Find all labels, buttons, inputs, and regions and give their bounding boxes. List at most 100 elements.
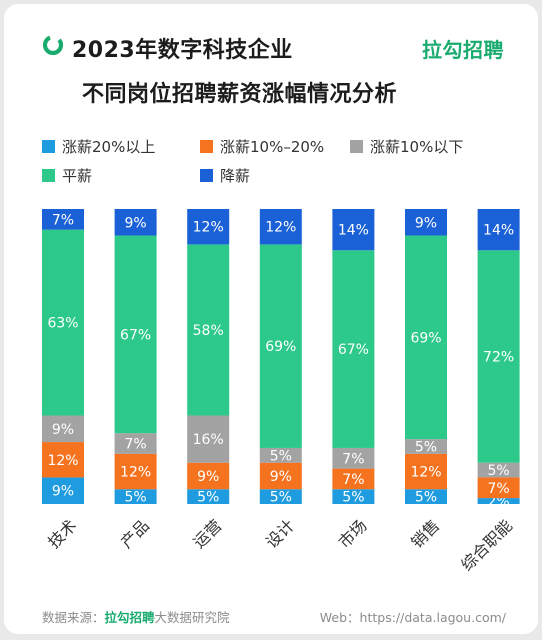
bar-segment bbox=[42, 209, 84, 230]
web-url: https://data.lagou.com/ bbox=[359, 610, 506, 625]
data-label: 63% bbox=[47, 316, 78, 332]
x-tick-label: 设计 bbox=[262, 516, 298, 552]
bar-segment bbox=[114, 489, 157, 504]
data-label: 5% bbox=[270, 448, 292, 464]
data-label: 12% bbox=[410, 465, 441, 481]
bar-segment bbox=[42, 415, 84, 443]
legend-label: 涨薪10%–20% bbox=[220, 138, 325, 156]
data-label: 5% bbox=[487, 463, 509, 479]
bar-segment bbox=[259, 489, 302, 504]
chart-title-line1: 2023年数字科技企业 bbox=[72, 38, 293, 63]
legend-item-raise-under-10: 涨薪10%以下 bbox=[350, 136, 463, 157]
data-label: 12% bbox=[265, 220, 296, 236]
data-label: 5% bbox=[270, 490, 292, 506]
bar-segment bbox=[187, 415, 230, 463]
data-label: 12% bbox=[193, 220, 224, 236]
data-label: 12% bbox=[120, 465, 151, 481]
x-tick-label: 技术 bbox=[44, 516, 80, 552]
bar-segment bbox=[42, 477, 84, 504]
data-label: 12% bbox=[47, 453, 78, 469]
data-label: 67% bbox=[120, 327, 151, 343]
legend-swatch bbox=[42, 169, 55, 182]
legend-swatch bbox=[200, 140, 213, 153]
bar-segment bbox=[42, 442, 84, 478]
x-tick-label: 销售 bbox=[407, 516, 443, 552]
data-label: 5% bbox=[415, 439, 437, 455]
bar-segment bbox=[332, 468, 375, 490]
bar-segment bbox=[187, 489, 230, 504]
legend-label: 涨薪10%以下 bbox=[370, 138, 464, 156]
data-label: 7% bbox=[124, 437, 146, 453]
data-label: 5% bbox=[124, 490, 146, 506]
data-source-brand: 拉勾招聘 bbox=[104, 610, 155, 625]
x-tick-label: 运营 bbox=[189, 516, 225, 552]
legend-label: 涨薪20%以上 bbox=[62, 138, 156, 156]
data-label: 7% bbox=[52, 212, 74, 228]
legend-item-flat: 平薪 bbox=[42, 165, 92, 186]
bar-segment bbox=[405, 453, 447, 490]
data-label: 72% bbox=[483, 350, 514, 366]
bar-segment bbox=[259, 244, 302, 448]
data-label: 14% bbox=[338, 223, 369, 239]
data-label: 7% bbox=[342, 451, 364, 467]
bar-segment bbox=[187, 462, 230, 490]
data-label: 5% bbox=[415, 490, 437, 506]
data-label: 69% bbox=[410, 330, 441, 346]
card: 2023年数字科技企业 不同岗位招聘薪资涨幅情况分析 拉勾招聘 涨薪20%以上 … bbox=[4, 4, 538, 634]
legend-swatch bbox=[200, 169, 213, 182]
data-label: 7% bbox=[487, 481, 509, 497]
data-label: 5% bbox=[197, 490, 219, 506]
bar-segment bbox=[187, 209, 230, 245]
legend-swatch bbox=[42, 140, 55, 153]
data-label: 9% bbox=[270, 469, 292, 485]
x-tick-label: 综合职能 bbox=[457, 516, 516, 575]
bar-segment bbox=[405, 209, 447, 236]
bar-segment bbox=[477, 209, 520, 251]
data-label: 5% bbox=[342, 490, 364, 506]
bar-segment bbox=[114, 433, 157, 454]
data-source: 数据来源：拉勾招聘大数据研究院 bbox=[42, 607, 230, 626]
web-address: Web：https://data.lagou.com/ bbox=[320, 607, 506, 626]
data-label: 7% bbox=[342, 472, 364, 488]
data-label: 9% bbox=[124, 215, 146, 231]
data-source-prefix: 数据来源： bbox=[42, 610, 105, 625]
legend-swatch bbox=[350, 140, 363, 153]
bar-segment bbox=[405, 439, 447, 454]
web-label: Web： bbox=[319, 610, 360, 625]
x-tick-label: 市场 bbox=[335, 516, 371, 552]
bar-segment bbox=[332, 489, 375, 504]
data-label: 16% bbox=[193, 432, 224, 448]
bar-segment bbox=[332, 250, 375, 448]
stacked-bar-chart: 9% 12% 9% 63% 7% 技术 5% 12% 7% 67% 9% 产品 5% 9% 16% 58% 12… bbox=[42, 209, 520, 575]
data-label: 9% bbox=[197, 469, 219, 485]
bar-segment bbox=[114, 209, 157, 236]
data-source-suffix: 大数据研究院 bbox=[154, 610, 230, 625]
bar-segment bbox=[405, 235, 447, 440]
data-label: 9% bbox=[52, 484, 74, 500]
bar-segment bbox=[114, 235, 157, 434]
data-label: 9% bbox=[415, 215, 437, 231]
legend-label: 降薪 bbox=[220, 167, 251, 185]
bar-segment bbox=[114, 453, 157, 490]
bar-segment bbox=[259, 462, 302, 490]
header: 2023年数字科技企业 不同岗位招聘薪资涨幅情况分析 拉勾招聘 bbox=[4, 4, 538, 114]
bar-segment bbox=[42, 229, 84, 416]
bar-segment bbox=[332, 447, 375, 469]
bar-segment bbox=[259, 447, 302, 463]
data-label: 58% bbox=[193, 323, 224, 339]
lagou-logo-icon bbox=[42, 34, 64, 56]
legend-item-raise-20-plus: 涨薪20%以上 bbox=[42, 136, 155, 157]
bar-segment bbox=[477, 498, 520, 504]
x-tick-label: 产品 bbox=[117, 516, 153, 552]
legend-item-raise-10-20: 涨薪10%–20% bbox=[200, 136, 324, 157]
bar-segment bbox=[477, 250, 520, 463]
chart-title-line2: 不同岗位招聘薪资涨幅情况分析 bbox=[82, 82, 398, 107]
bar-segment bbox=[477, 477, 520, 499]
bar-segment bbox=[259, 209, 302, 245]
data-label: 9% bbox=[52, 422, 74, 438]
data-label: 69% bbox=[265, 339, 296, 355]
bar-segment bbox=[405, 489, 447, 504]
bar-segment bbox=[187, 244, 230, 416]
data-label: 67% bbox=[338, 342, 369, 358]
legend-label: 平薪 bbox=[62, 167, 93, 185]
